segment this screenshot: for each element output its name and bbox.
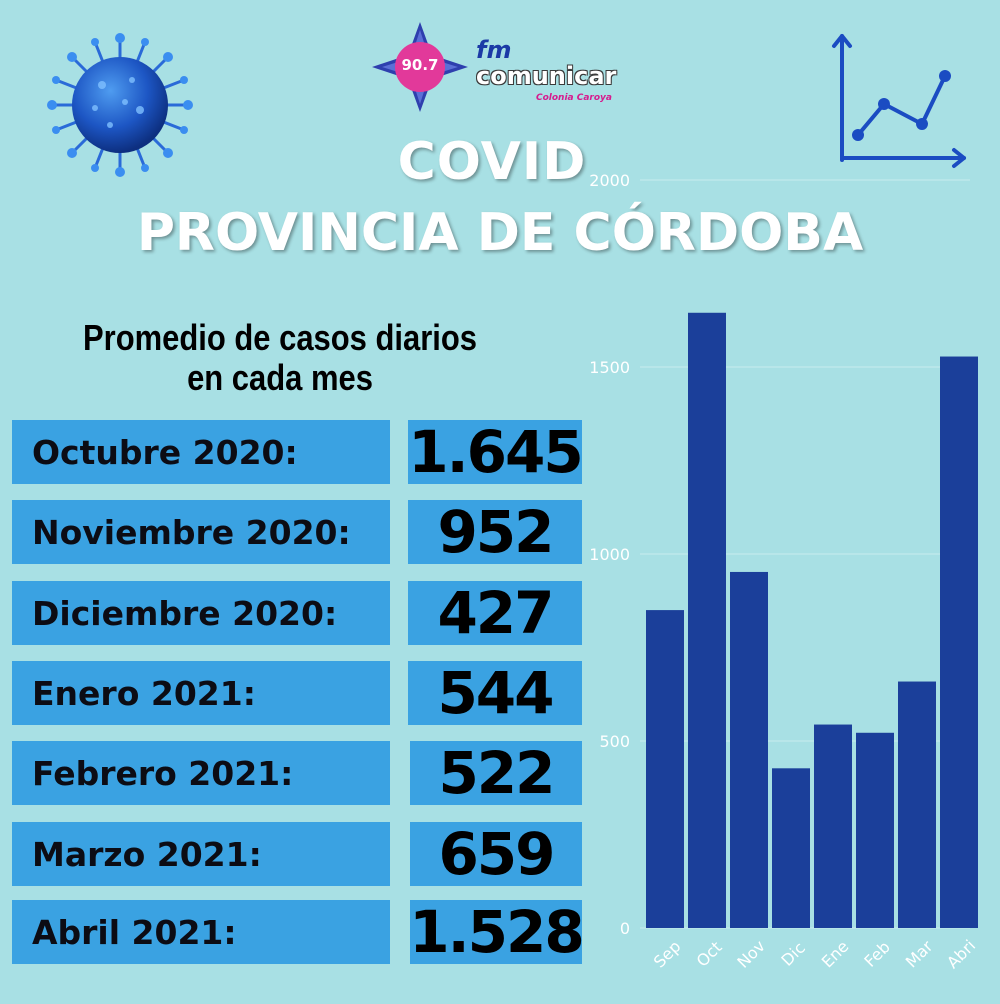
page-title: COVID (397, 132, 587, 192)
x-tick-label: Oct (693, 938, 726, 971)
row-label: Abril 2021: (12, 900, 390, 964)
x-tick-label: Mar (902, 936, 937, 971)
row-label: Octubre 2020: (12, 420, 390, 484)
x-tick-label: Sep (650, 937, 685, 972)
logo-star-icon (372, 22, 468, 112)
bar-ene (814, 724, 852, 928)
bar-abri (940, 356, 978, 928)
row-value: 1.645 (408, 418, 584, 486)
bar-feb (856, 732, 894, 928)
virus-icon (40, 30, 200, 180)
table-heading-line2: en cada mes (187, 357, 373, 398)
x-tick-label: Abri (943, 936, 979, 972)
bar-dic (772, 768, 810, 928)
bar-chart-svg: 0 500 1000 1500 2000 Sep Oct Nov Dic Ene Feb Mar Abr… (589, 171, 979, 972)
logo-name: comunicar (476, 62, 617, 90)
y-tick-label: 2000 (589, 171, 630, 190)
x-tick-label: Nov (733, 936, 769, 972)
logo-location: Colonia Caroya (536, 93, 612, 103)
x-tick-label: Feb (860, 937, 893, 970)
table-heading: Promedio de casos diarios en cada mes (56, 318, 503, 398)
bar-nov (730, 571, 768, 928)
bar-mar (898, 681, 936, 928)
x-tick-label: Dic (777, 938, 809, 970)
bar-chart: 0 500 1000 1500 2000 Sep Oct Nov Dic Ene Feb Mar Abr… (560, 170, 1000, 1000)
row-label: Enero 2021: (12, 661, 390, 725)
logo-frequency: 90.7 (401, 56, 439, 74)
row-label: Diciembre 2020: (12, 581, 390, 645)
page-subtitle-province: PROVINCIA DE CÓRDOBA (136, 203, 864, 263)
row-value: 952 (408, 498, 582, 566)
bar-sep (646, 610, 684, 928)
y-tick-label: 1000 (589, 545, 630, 564)
line-chart-icon (828, 30, 973, 170)
row-value: 427 (408, 579, 582, 647)
row-label: Marzo 2021: (12, 822, 390, 886)
row-value: 1.528 (409, 898, 584, 966)
row-value: 544 (408, 659, 582, 727)
row-label: Febrero 2021: (12, 741, 390, 805)
row-value: 522 (410, 739, 582, 807)
y-tick-label: 500 (599, 732, 630, 751)
x-tick-label: Ene (818, 937, 853, 972)
row-value: 659 (410, 820, 582, 888)
y-tick-label: 1500 (589, 358, 630, 377)
table-heading-line1: Promedio de casos diarios (82, 317, 478, 358)
bar-oct (688, 312, 726, 928)
radio-logo: 90.7 fm comunicar Colonia Caroya (370, 22, 630, 112)
row-label: Noviembre 2020: (12, 500, 390, 564)
logo-fm: fm (476, 36, 512, 64)
y-tick-label: 0 (620, 919, 630, 938)
